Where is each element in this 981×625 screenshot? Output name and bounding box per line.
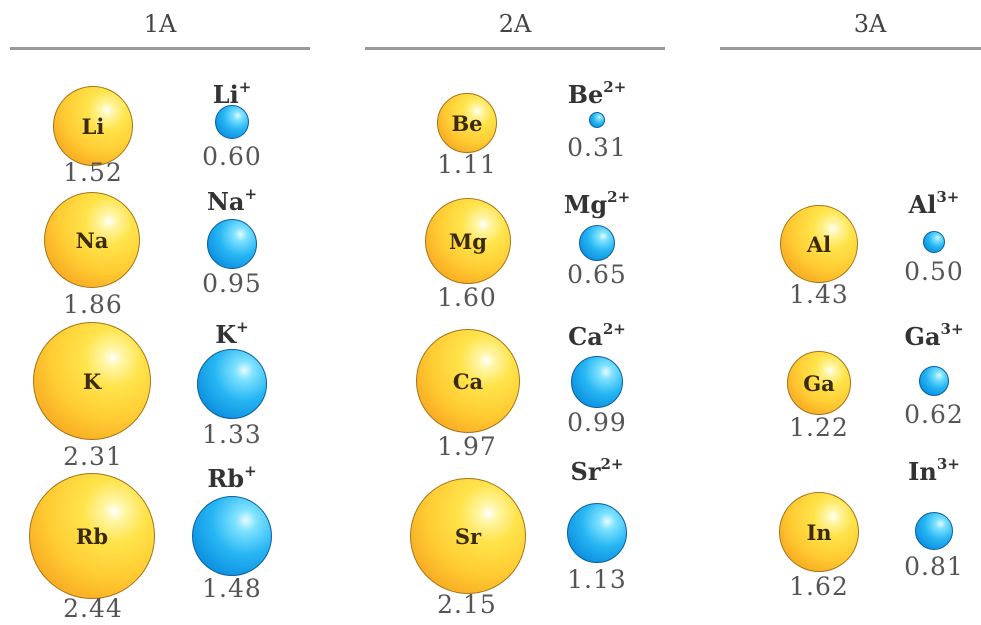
atom-sphere-be: Be: [437, 93, 497, 153]
atom-radius-rb: 2.44: [63, 594, 123, 623]
atom-symbol: Mg: [449, 228, 487, 254]
atom-radius-al: 1.43: [789, 280, 849, 309]
ion-radius-na: 0.95: [202, 269, 262, 298]
atom-symbol: Rb: [75, 523, 109, 549]
ion-sphere-mg: [579, 225, 615, 261]
ion-label-ca: Ca2+: [568, 320, 626, 351]
atom-sphere-al: Al: [780, 205, 858, 283]
ion-sphere-in: [915, 512, 953, 550]
ion-sphere-ca: [571, 356, 623, 408]
group-title: 2A: [498, 10, 532, 38]
group-title: 3A: [853, 10, 887, 38]
atom-radius-be: 1.11: [437, 150, 497, 179]
atom-radius-ga: 1.22: [789, 413, 849, 442]
ion-radius-li: 0.60: [202, 142, 262, 171]
atom-symbol: Li: [81, 113, 105, 139]
ion-radius-al: 0.50: [904, 257, 964, 286]
ion-label-ga: Ga3+: [904, 320, 964, 351]
ion-sphere-rb: [192, 496, 272, 576]
ion-sphere-be: [589, 112, 605, 128]
atom-radius-li: 1.52: [63, 158, 123, 187]
ion-label-li: Li+: [212, 78, 252, 109]
atom-radius-sr: 2.15: [437, 590, 497, 619]
atom-sphere-sr: Sr: [410, 478, 526, 594]
atom-sphere-li: Li: [53, 86, 133, 166]
group-divider: [720, 47, 981, 50]
ion-radius-rb: 1.48: [202, 574, 262, 603]
atom-symbol: Ga: [803, 370, 835, 396]
atom-sphere-in: In: [779, 492, 859, 572]
atom-radius-in: 1.62: [789, 572, 849, 601]
atom-sphere-rb: Rb: [29, 473, 155, 599]
ion-label-be: Be2+: [567, 78, 627, 109]
atom-symbol: Na: [75, 227, 109, 253]
atom-symbol: Al: [806, 231, 832, 257]
group-header-2a: 2A: [365, 10, 665, 50]
atom-sphere-ga: Ga: [787, 351, 851, 415]
ion-label-na: Na+: [206, 185, 258, 216]
atom-symbol: Sr: [454, 523, 482, 549]
ion-sphere-k: [197, 349, 267, 419]
atom-radius-na: 1.86: [63, 290, 123, 319]
group-title: 1A: [143, 10, 177, 38]
ion-label-al: Al3+: [908, 188, 960, 219]
atom-sphere-na: Na: [44, 192, 140, 288]
atom-sphere-ca: Ca: [416, 329, 520, 433]
ion-label-rb: Rb+: [207, 462, 257, 493]
atom-radius-ca: 1.97: [437, 432, 497, 461]
atom-symbol: Be: [451, 110, 483, 136]
atom-radius-mg: 1.60: [437, 283, 497, 312]
ion-sphere-li: [215, 105, 249, 139]
atom-symbol: In: [806, 519, 832, 545]
ion-label-sr: Sr2+: [570, 455, 624, 486]
ion-radius-in: 0.81: [904, 552, 964, 581]
ion-radius-ga: 0.62: [904, 400, 964, 429]
ion-sphere-sr: [567, 503, 627, 563]
atom-radius-k: 2.31: [63, 442, 123, 471]
atom-sphere-mg: Mg: [425, 198, 511, 284]
ion-sphere-ga: [919, 366, 949, 396]
group-header-1a: 1A: [10, 10, 310, 50]
group-divider: [365, 47, 665, 50]
ion-radius-ca: 0.99: [567, 408, 627, 437]
group-header-3a: 3A: [720, 10, 981, 50]
ion-radius-be: 0.31: [567, 133, 627, 162]
atom-sphere-k: K: [33, 322, 151, 440]
ion-label-k: K+: [215, 318, 249, 349]
ion-sphere-na: [207, 219, 257, 269]
ion-radius-k: 1.33: [202, 420, 262, 449]
ion-label-mg: Mg2+: [563, 188, 631, 219]
atom-symbol: K: [82, 368, 102, 394]
atom-symbol: Ca: [452, 368, 484, 394]
group-divider: [10, 47, 310, 50]
ion-label-in: In3+: [908, 455, 960, 486]
ion-radius-sr: 1.13: [567, 565, 627, 594]
ion-radius-mg: 0.65: [567, 260, 627, 289]
ion-sphere-al: [923, 231, 945, 253]
